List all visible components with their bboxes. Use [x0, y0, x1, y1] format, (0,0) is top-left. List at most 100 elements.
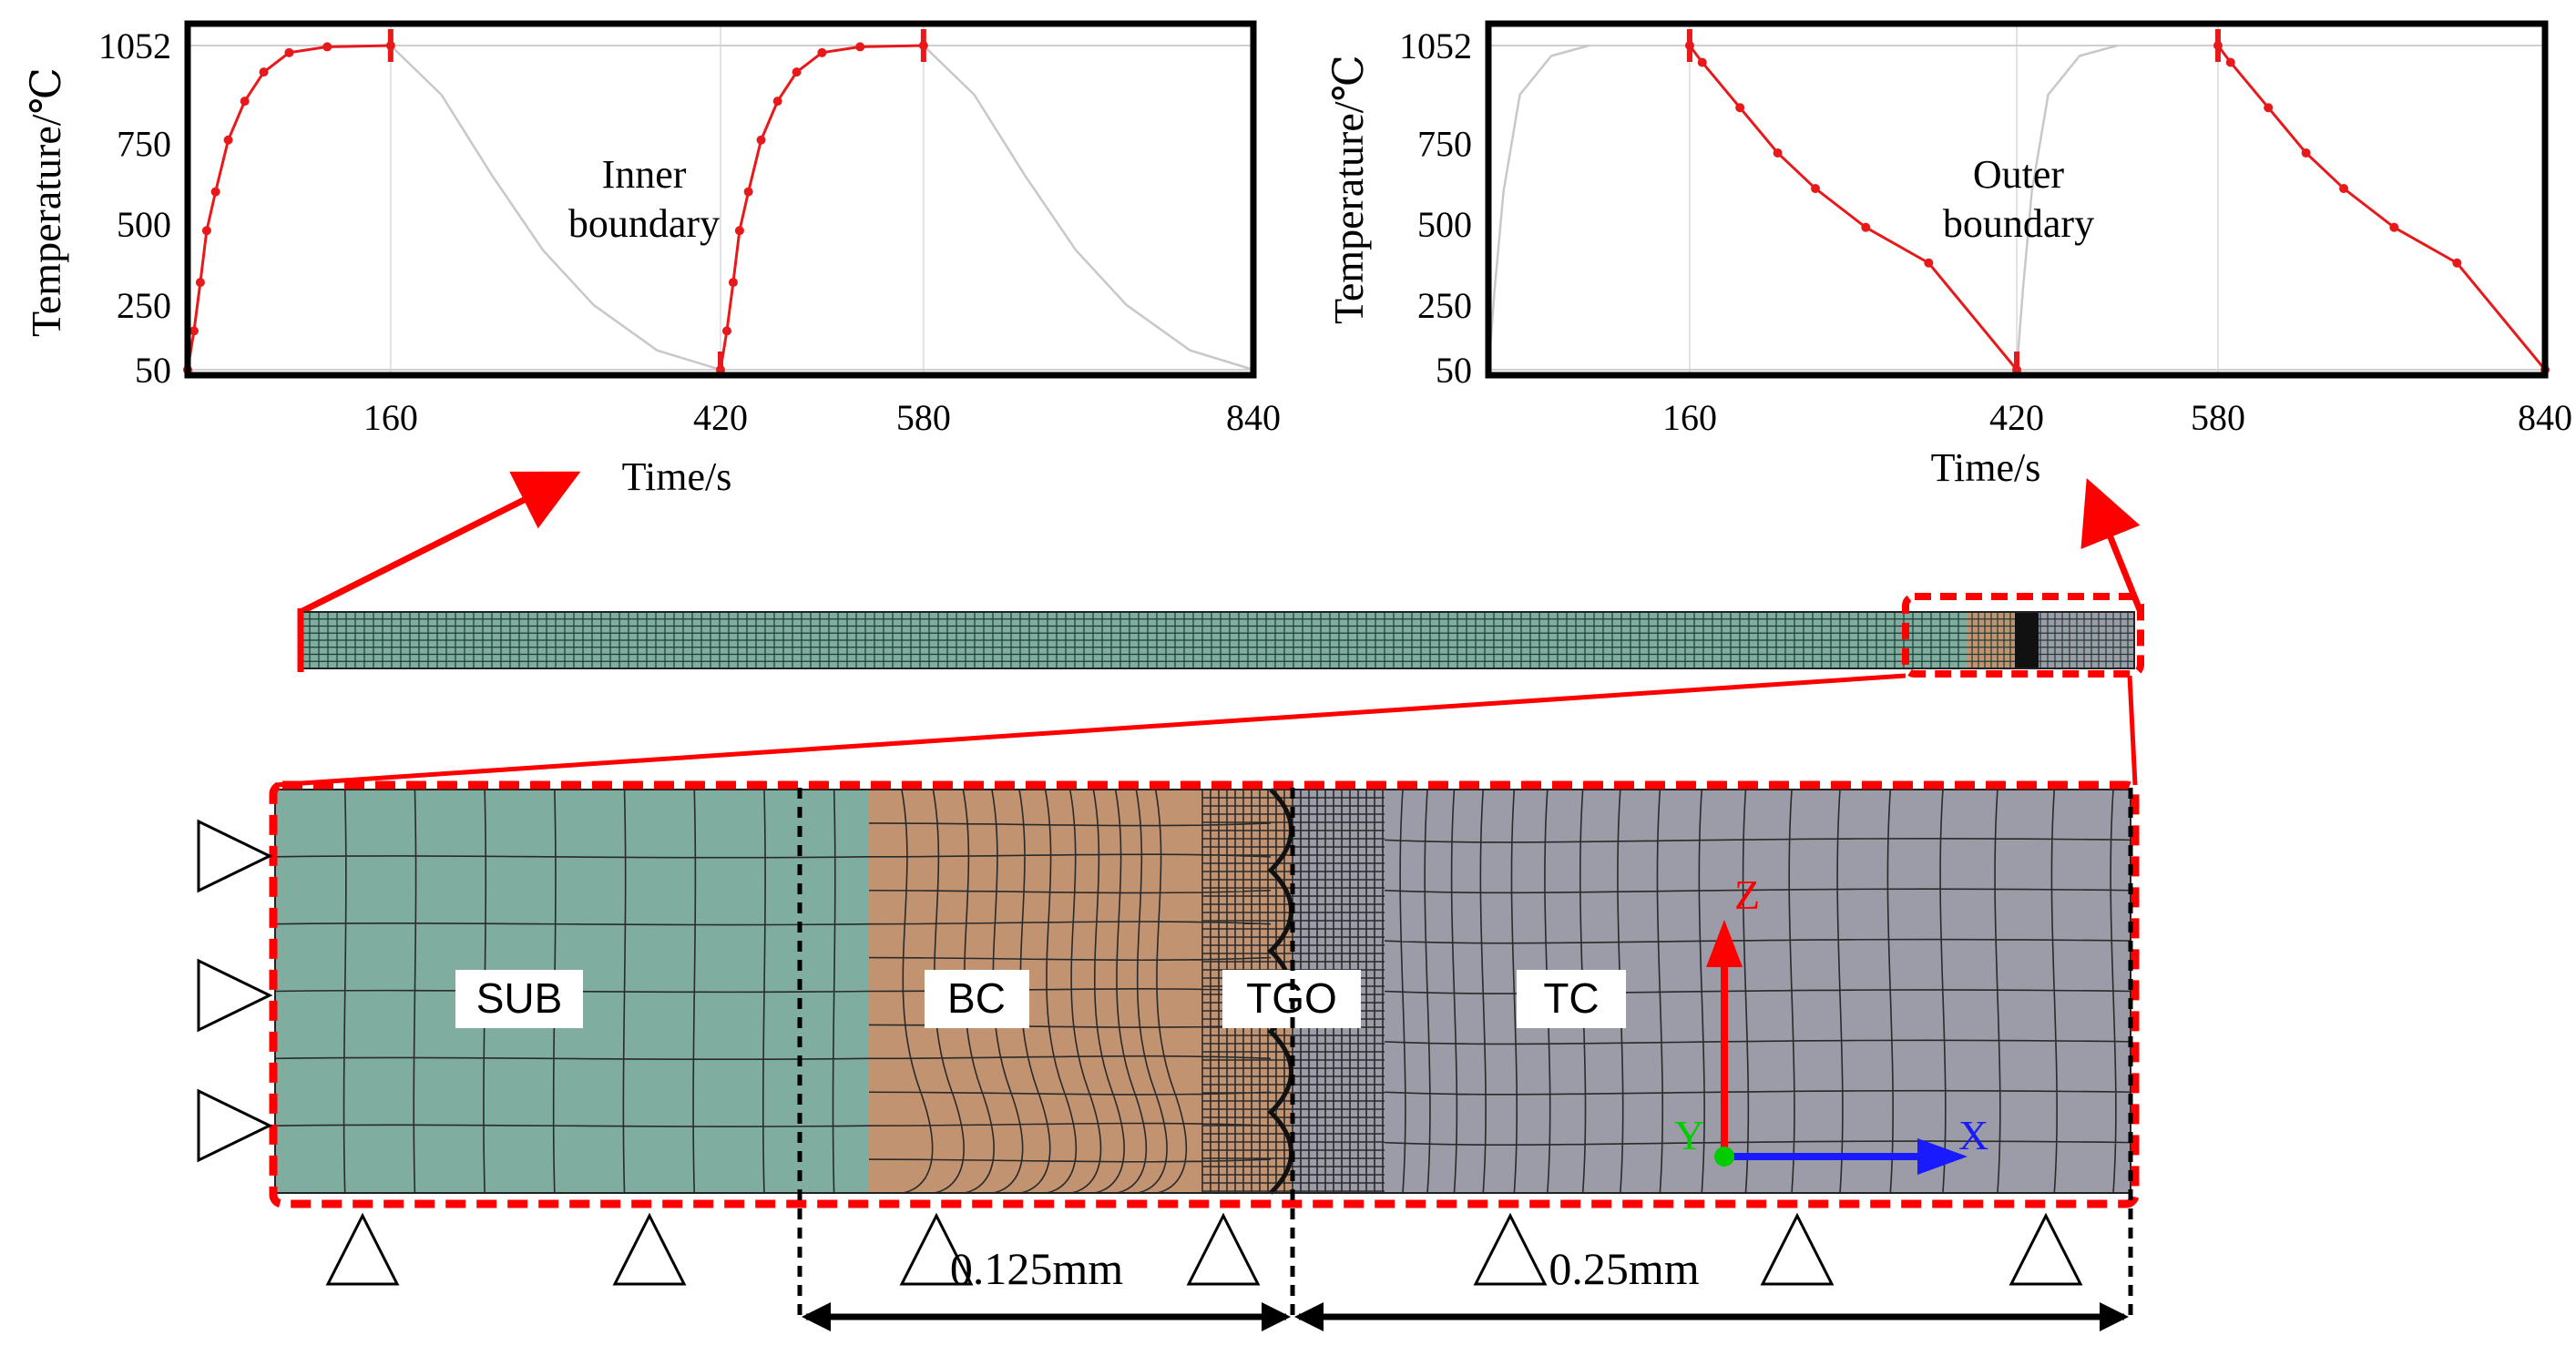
- bottom-support-triangle: [2009, 1212, 2083, 1286]
- arrow-to-inner-chart: [299, 471, 581, 616]
- x-axis-label: X: [1958, 1112, 1988, 1158]
- inner-data-point: [743, 187, 753, 197]
- y-axis-origin-dot: [1714, 1147, 1734, 1167]
- inner-data-point: [195, 278, 205, 288]
- outer-x-tick-label: 160: [1662, 397, 1717, 438]
- inner-y-tick-label: 250: [117, 285, 171, 326]
- bottom-supports: [325, 1212, 2083, 1286]
- zoom-region-box: [1902, 593, 2144, 678]
- bc-label: BC: [947, 974, 1006, 1022]
- outer-highlight-series-line: [2216, 45, 2547, 371]
- outer-x-tick-label: 840: [2518, 397, 2572, 438]
- inner-data-point: [259, 67, 269, 77]
- outer-y-tick-label: 1052: [1399, 25, 1472, 66]
- bc-label-box: [925, 970, 1029, 1028]
- inner-y-axis-label: Temperature/℃: [23, 67, 69, 337]
- inner-data-point: [189, 326, 199, 336]
- sub-label: SUB: [476, 974, 563, 1022]
- sub-label-box: [455, 970, 583, 1028]
- outer-y-axis-label: Temperature/℃: [1325, 55, 1372, 324]
- outer-highlight-series-line: [1688, 45, 2019, 371]
- outer-plot-frame: [1485, 20, 2549, 379]
- outer-data-point: [2225, 57, 2235, 67]
- bottom-support-triangle: [1473, 1212, 1548, 1286]
- dim-arrowhead: [2100, 1302, 2129, 1331]
- left-supports: [197, 819, 273, 1163]
- outer-cycle-series-line: [2015, 44, 2118, 371]
- strip-mesh-lines: [301, 612, 2134, 668]
- outer-y-tick-label: 500: [1417, 204, 1472, 245]
- shared-x-axis-label: Time/s: [622, 454, 732, 499]
- inner-data-point: [201, 226, 211, 236]
- inner-data-point: [210, 187, 220, 197]
- inner-x-tick-label: 160: [363, 397, 418, 438]
- dim-label-bc: 0.125mm: [950, 1243, 1123, 1294]
- inner-cycle-series-line: [389, 45, 721, 372]
- inner-data-point: [792, 67, 802, 77]
- left-support-triangle: [197, 819, 273, 893]
- bottom-support-triangle: [1760, 1212, 1835, 1286]
- outer-y-tick-label: 750: [1417, 123, 1472, 164]
- inner-highlight-series-line: [719, 44, 924, 371]
- bottom-support-triangle: [899, 1212, 974, 1286]
- inner-data-point: [721, 326, 731, 336]
- bottom-support-triangle: [325, 1212, 400, 1286]
- dim-arrowhead: [1294, 1302, 1324, 1331]
- detailed-mesh: SUB BC TGO TC Z X Y: [269, 780, 2140, 1208]
- outer-data-point: [2452, 258, 2462, 268]
- inner-data-point: [284, 47, 294, 57]
- inner-data-point: [322, 42, 332, 52]
- z-axis-arrowhead: [1706, 920, 1743, 967]
- outer-y-tick-label: 50: [1436, 350, 1472, 391]
- inner-data-point: [855, 42, 865, 52]
- outer-data-point: [1811, 184, 1821, 194]
- dim-label-tc: 0.25mm: [1549, 1243, 1699, 1294]
- y-axis-label: Y: [1674, 1112, 1704, 1158]
- x-axis-arrowhead: [1917, 1138, 1968, 1175]
- inner-highlight-series-line: [186, 44, 391, 371]
- outer-data-point: [2339, 184, 2349, 194]
- inner-y-tick-label: 500: [117, 204, 171, 245]
- inner-data-point: [728, 278, 738, 288]
- inner-data-point: [240, 97, 250, 107]
- outer-data-point: [1924, 258, 1934, 268]
- inner-y-tick-label: 750: [117, 123, 171, 164]
- outer-data-point: [2389, 222, 2399, 232]
- inner-plot-frame: [184, 20, 1257, 379]
- dim-arrowhead: [802, 1302, 831, 1331]
- dimension-annotations: 0.125mm 0.25mm: [797, 788, 2133, 1331]
- inner-y-tick-label: 1052: [98, 25, 171, 66]
- outer-data-point: [2264, 103, 2274, 113]
- detail-zoom-box: [269, 780, 2140, 1208]
- inner-data-point: [756, 135, 766, 145]
- inner-data-point: [734, 226, 744, 236]
- detail-outline: [274, 789, 2131, 1194]
- outer-data-point: [1735, 103, 1745, 113]
- outer-cycle-series-line: [1487, 44, 1590, 371]
- outer-boundary-chart: Temperature/℃ 1052 750 500 250 50 160 420 580 84…: [1325, 20, 2572, 490]
- inner-cycle-series-line: [922, 45, 1254, 372]
- inner-x-tick-label: 840: [1226, 397, 1281, 438]
- dim-arrowhead: [1262, 1302, 1291, 1331]
- outer-annotation-line1: Outer: [1973, 152, 2065, 197]
- inner-x-tick-label: 420: [693, 397, 748, 438]
- strip-dense-interface: [2015, 612, 2039, 668]
- outer-annotation-line2: boundary: [1943, 201, 2094, 246]
- inner-annotation-line2: boundary: [568, 201, 720, 246]
- outer-data-point: [1697, 57, 1707, 67]
- tc-label: TC: [1543, 974, 1599, 1022]
- inner-annotation-line1: Inner: [602, 152, 687, 197]
- outer-data-point: [1773, 148, 1783, 158]
- tc-label-box: [1517, 970, 1626, 1028]
- inner-y-tick-label: 50: [135, 350, 171, 391]
- left-support-triangle: [197, 1088, 273, 1163]
- z-axis-label: Z: [1734, 872, 1760, 918]
- full-model-mesh-strip: [297, 593, 2144, 678]
- outer-x-tick-label: 580: [2191, 397, 2245, 438]
- inner-boundary-chart: Temperature/℃ 1052 750 500 250 50 160 420 580 84…: [23, 20, 1281, 499]
- outer-data-point: [2301, 148, 2311, 158]
- inner-data-point: [772, 97, 782, 107]
- outer-x-axis-label: Time/s: [1931, 445, 2041, 490]
- inner-x-tick-label: 580: [896, 397, 951, 438]
